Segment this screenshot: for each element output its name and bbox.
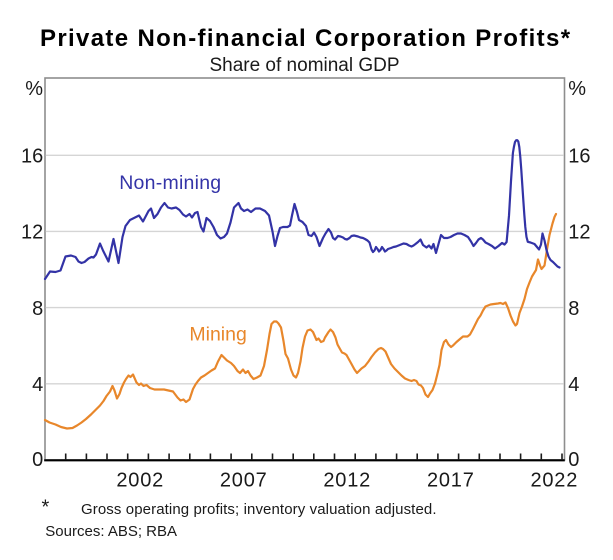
svg-text:Private Non-financial Corporat: Private Non-financial Corporation Profit…: [40, 25, 571, 52]
svg-text:*: *: [42, 497, 50, 519]
svg-text:Non-mining: Non-mining: [119, 172, 221, 194]
svg-text:%: %: [568, 78, 586, 100]
svg-text:12: 12: [21, 222, 43, 244]
svg-text:2022: 2022: [530, 469, 578, 491]
svg-text:2012: 2012: [323, 469, 371, 491]
svg-text:16: 16: [568, 146, 590, 168]
svg-text:Gross operating profits; inven: Gross operating profits; inventory valua…: [81, 501, 437, 518]
svg-text:8: 8: [32, 298, 43, 320]
svg-text:2017: 2017: [427, 469, 475, 491]
svg-text:4: 4: [32, 374, 43, 396]
svg-text:16: 16: [21, 146, 43, 168]
svg-text:0: 0: [568, 449, 579, 471]
svg-text:0: 0: [32, 449, 43, 471]
svg-text:Share of nominal GDP: Share of nominal GDP: [209, 55, 399, 76]
svg-text:Mining: Mining: [189, 324, 246, 346]
svg-text:12: 12: [568, 222, 590, 244]
svg-text:4: 4: [568, 374, 579, 396]
svg-text:2007: 2007: [220, 469, 268, 491]
svg-text:8: 8: [568, 298, 579, 320]
svg-text:%: %: [25, 78, 43, 100]
svg-text:2002: 2002: [116, 469, 164, 491]
svg-text:Sources: ABS; RBA: Sources: ABS; RBA: [45, 523, 177, 540]
